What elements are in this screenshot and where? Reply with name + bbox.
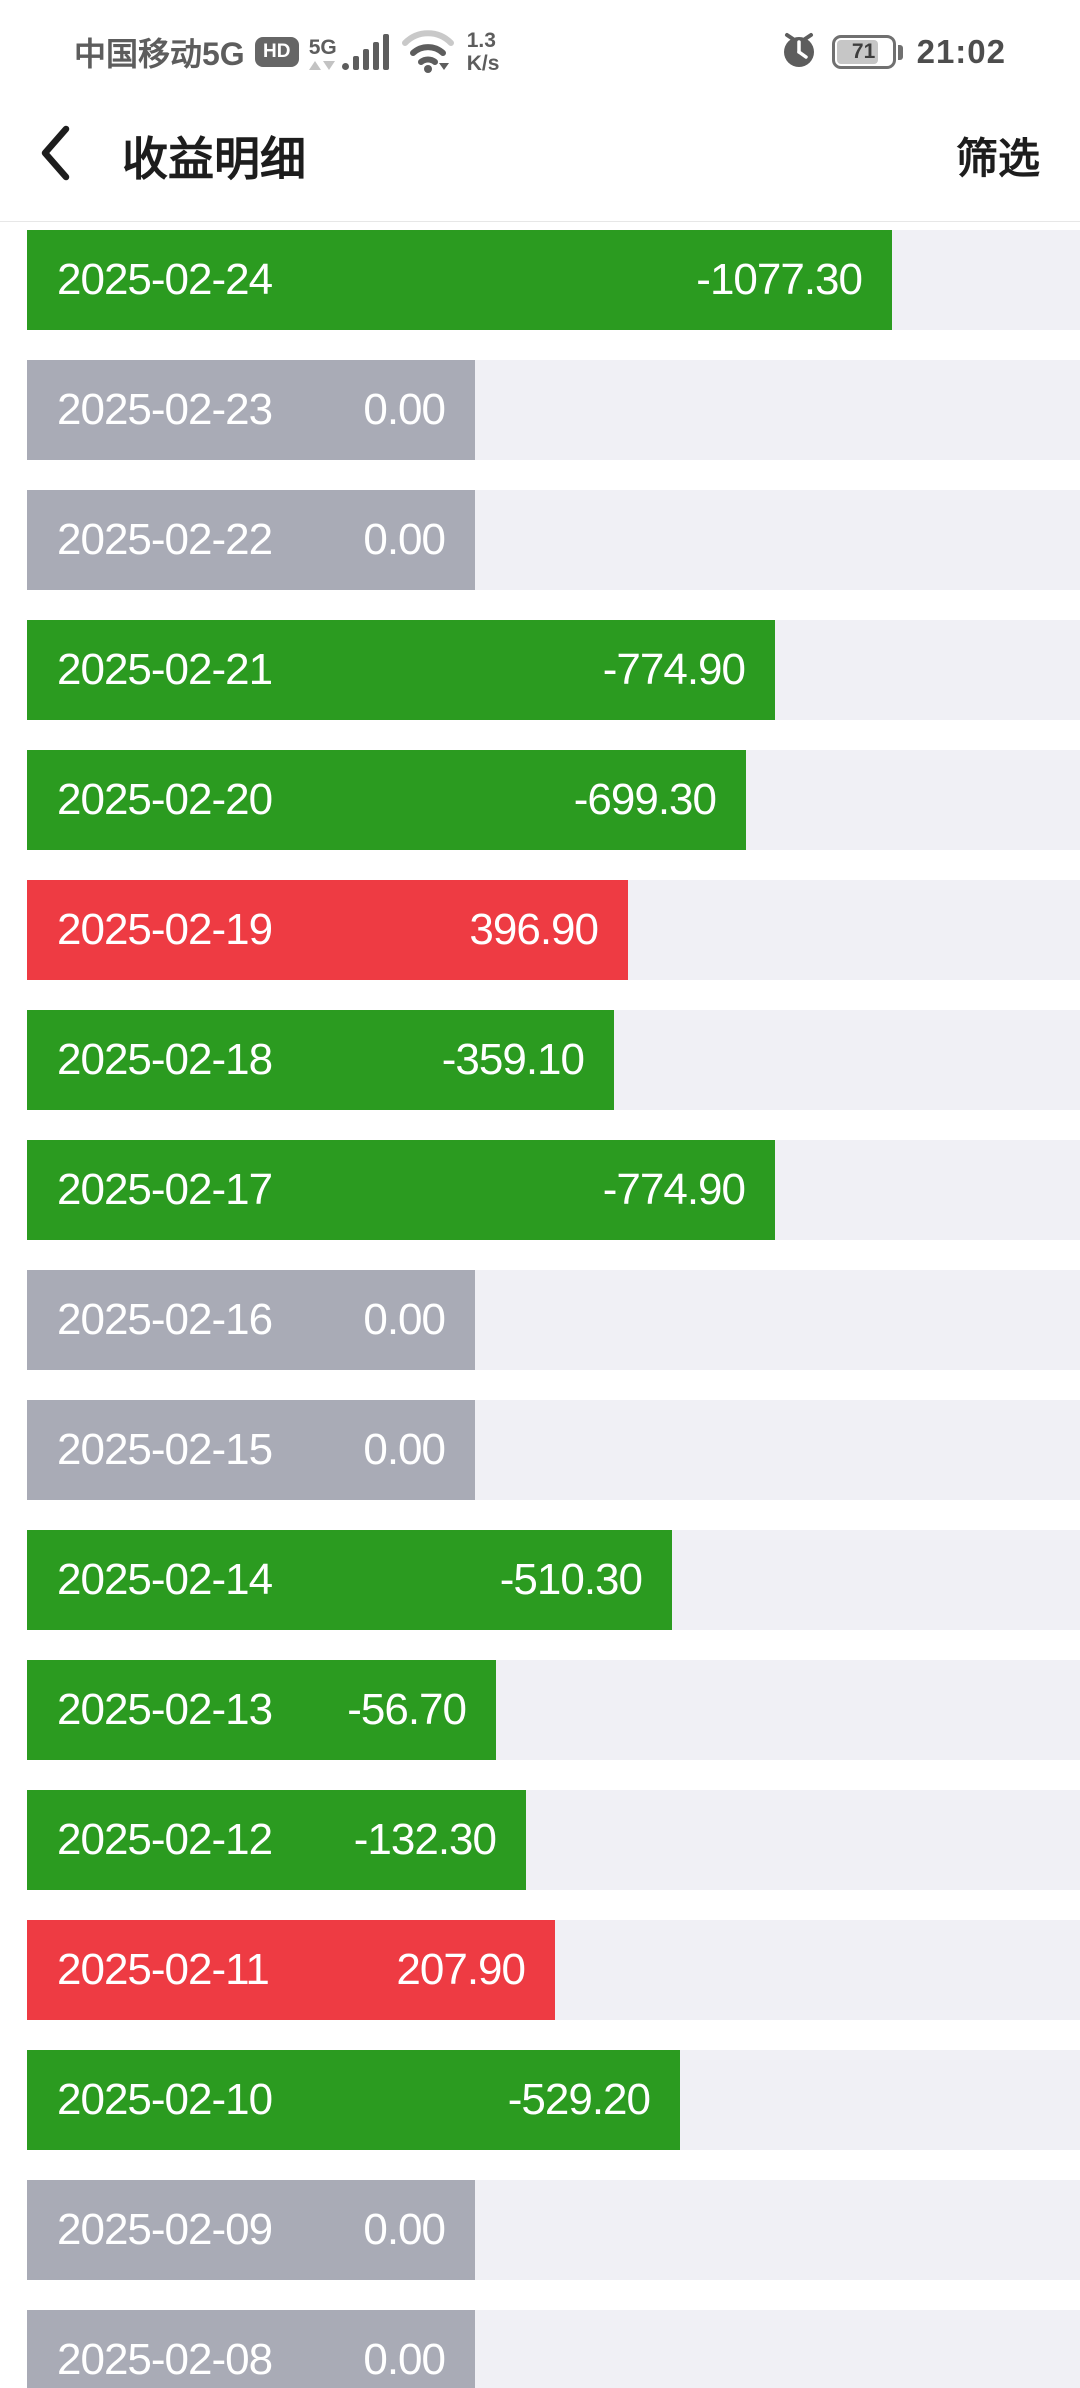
nav-bar: 收益明细 筛选	[0, 90, 1080, 222]
bar-value-label: 0.00	[363, 1425, 446, 1474]
carrier-label: 中国移动5G	[74, 36, 245, 72]
network-type-label: 5G	[308, 36, 337, 59]
bar-value-label: -1077.30	[696, 255, 863, 304]
bar-value-label: -132.30	[353, 1815, 497, 1864]
status-bar-left: 中国移动5G HD 5G	[74, 27, 499, 78]
signal-bars-icon	[341, 34, 389, 70]
back-button[interactable]	[40, 116, 104, 196]
battery-icon: 71	[831, 35, 903, 69]
bar-value-label: -359.10	[441, 1035, 585, 1084]
bar-date-label: 2025-02-15	[57, 1425, 273, 1474]
status-bar-right: 71 21:02	[780, 31, 1006, 74]
profit-bar: 2025-02-13 -56.70	[27, 1660, 496, 1760]
bar-value-label: 396.90	[469, 905, 599, 954]
back-chevron-icon	[40, 125, 70, 186]
list-item[interactable]: 2025-02-22 0.00	[27, 490, 1080, 590]
bar-date-label: 2025-02-09	[57, 2205, 273, 2254]
list-item[interactable]: 2025-02-12 -132.30	[27, 1790, 1080, 1890]
profit-bar: 2025-02-20 -699.30	[27, 750, 746, 850]
daily-profit-list: 2025-02-24 -1077.30 2025-02-23 0.00 2025…	[0, 230, 1080, 2388]
data-arrows-icon	[308, 61, 335, 70]
bar-date-label: 2025-02-13	[57, 1685, 273, 1734]
page-title: 收益明细	[122, 132, 306, 185]
list-item[interactable]: 2025-02-08 0.00	[27, 2310, 1080, 2388]
profit-bar: 2025-02-19 396.90	[27, 880, 628, 980]
list-item[interactable]: 2025-02-21 -774.90	[27, 620, 1080, 720]
filter-button[interactable]: 筛选	[955, 135, 1040, 182]
list-item[interactable]: 2025-02-24 -1077.30	[27, 230, 1080, 330]
bar-date-label: 2025-02-24	[57, 255, 273, 304]
list-item[interactable]: 2025-02-15 0.00	[27, 1400, 1080, 1500]
profit-bar: 2025-02-14 -510.30	[27, 1530, 672, 1630]
bar-date-label: 2025-02-20	[57, 775, 273, 824]
profit-bar: 2025-02-18 -359.10	[27, 1010, 614, 1110]
bar-value-label: 0.00	[363, 2335, 446, 2384]
bar-date-label: 2025-02-11	[57, 1945, 270, 1994]
bar-date-label: 2025-02-10	[57, 2075, 273, 2124]
bar-value-label: -774.90	[602, 645, 746, 694]
profit-bar: 2025-02-17 -774.90	[27, 1140, 775, 1240]
bar-date-label: 2025-02-12	[57, 1815, 273, 1864]
list-item[interactable]: 2025-02-14 -510.30	[27, 1530, 1080, 1630]
profit-bar: 2025-02-21 -774.90	[27, 620, 775, 720]
network-speed-label: 1.3 K/s	[466, 28, 500, 75]
alarm-clock-icon	[780, 31, 818, 74]
profit-bar: 2025-02-15 0.00	[27, 1400, 475, 1500]
bar-value-label: -699.30	[573, 775, 717, 824]
profit-bar: 2025-02-22 0.00	[27, 490, 475, 590]
bar-date-label: 2025-02-17	[57, 1165, 273, 1214]
profit-bar: 2025-02-10 -529.20	[27, 2050, 680, 2150]
bar-date-label: 2025-02-18	[57, 1035, 273, 1084]
list-item[interactable]: 2025-02-10 -529.20	[27, 2050, 1080, 2150]
bar-date-label: 2025-02-23	[57, 385, 273, 434]
bar-value-label: 0.00	[363, 2205, 446, 2254]
bar-value-label: 0.00	[363, 385, 446, 434]
list-item[interactable]: 2025-02-16 0.00	[27, 1270, 1080, 1370]
list-item[interactable]: 2025-02-13 -56.70	[27, 1660, 1080, 1760]
bar-value-label: -774.90	[602, 1165, 746, 1214]
bar-value-label: 207.90	[396, 1945, 526, 1994]
profit-bar: 2025-02-12 -132.30	[27, 1790, 526, 1890]
profit-bar: 2025-02-16 0.00	[27, 1270, 475, 1370]
bar-date-label: 2025-02-22	[57, 515, 273, 564]
list-item[interactable]: 2025-02-17 -774.90	[27, 1140, 1080, 1240]
cellular-signal-icon: 5G	[308, 34, 389, 70]
wifi-icon	[399, 27, 457, 78]
bar-value-label: -510.30	[499, 1555, 643, 1604]
profit-bar: 2025-02-08 0.00	[27, 2310, 475, 2388]
list-item[interactable]: 2025-02-09 0.00	[27, 2180, 1080, 2280]
profit-bar: 2025-02-09 0.00	[27, 2180, 475, 2280]
bar-value-label: -529.20	[507, 2075, 651, 2124]
bar-date-label: 2025-02-19	[57, 905, 273, 954]
bar-date-label: 2025-02-21	[57, 645, 273, 694]
hd-badge-icon: HD	[254, 37, 299, 67]
profit-bar: 2025-02-11 207.90	[27, 1920, 555, 2020]
bar-date-label: 2025-02-08	[57, 2335, 273, 2384]
bar-date-label: 2025-02-14	[57, 1555, 273, 1604]
list-item[interactable]: 2025-02-11 207.90	[27, 1920, 1080, 2020]
profit-bar: 2025-02-24 -1077.30	[27, 230, 892, 330]
battery-level-label: 71	[851, 40, 876, 63]
bar-value-label: 0.00	[363, 515, 446, 564]
status-bar: 中国移动5G HD 5G	[0, 0, 1080, 90]
profit-bar: 2025-02-23 0.00	[27, 360, 475, 460]
bar-value-label: -56.70	[347, 1685, 467, 1734]
clock-label: 21:02	[916, 33, 1006, 70]
list-item[interactable]: 2025-02-19 396.90	[27, 880, 1080, 980]
list-item[interactable]: 2025-02-20 -699.30	[27, 750, 1080, 850]
list-item[interactable]: 2025-02-23 0.00	[27, 360, 1080, 460]
bar-value-label: 0.00	[363, 1295, 446, 1344]
list-item[interactable]: 2025-02-18 -359.10	[27, 1010, 1080, 1110]
bar-date-label: 2025-02-16	[57, 1295, 273, 1344]
